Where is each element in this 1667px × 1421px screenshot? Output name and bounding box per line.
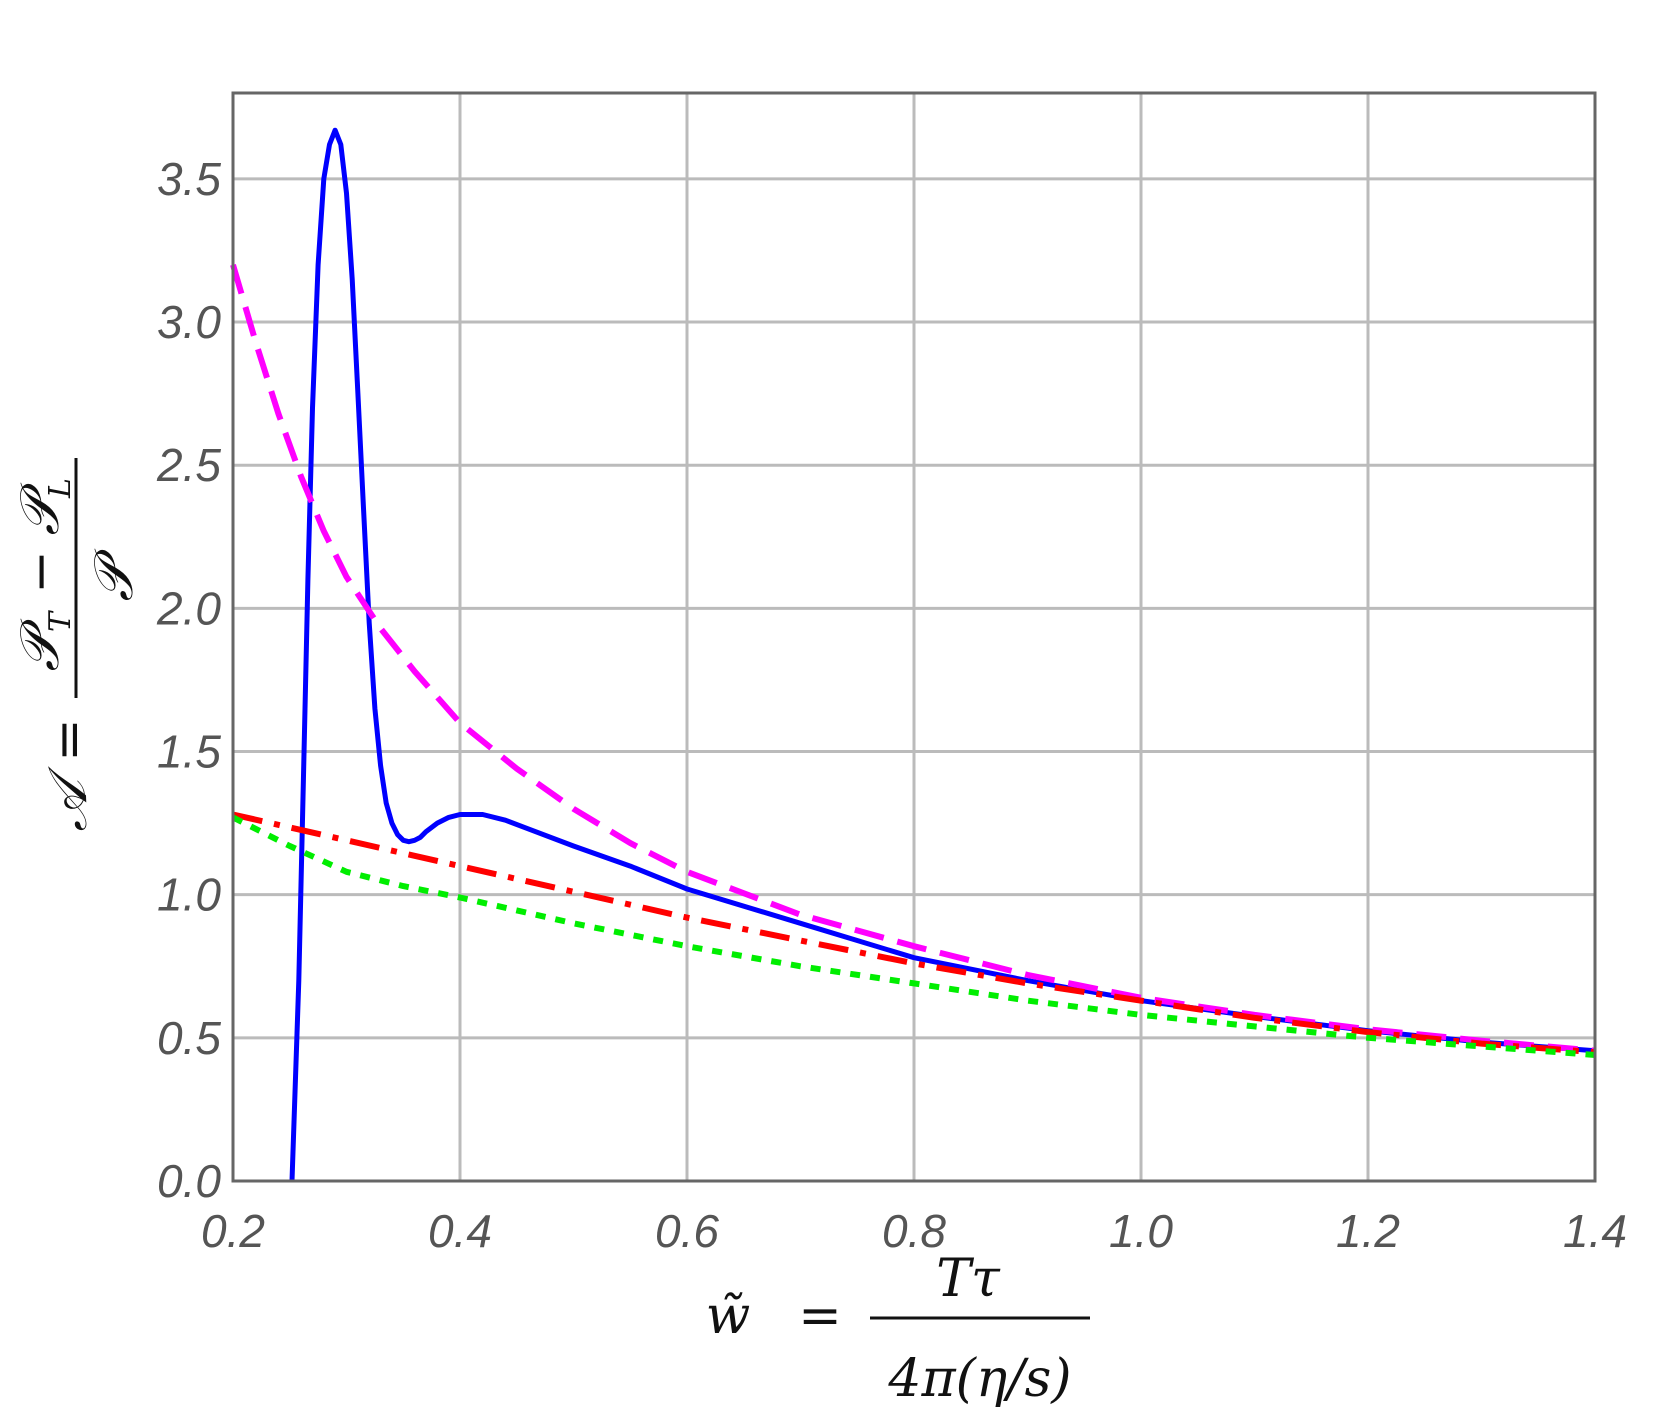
series-line-1 <box>289 127 1596 1182</box>
y-tick-label: 0.0 <box>157 1155 221 1207</box>
x-axis-label: w̃ = Tτ 4π(η/s) <box>706 1249 1090 1409</box>
y-tick-label: 2.5 <box>156 439 221 491</box>
series-lines <box>230 127 1596 1182</box>
y-label-numerator-b-sub: L <box>43 478 78 499</box>
x-tick-label: 0.4 <box>428 1205 492 1257</box>
y-label-numerator-a-sub: T <box>43 610 78 632</box>
series-line-4 <box>231 814 1596 1058</box>
x-tick-label: 1.4 <box>1563 1205 1627 1257</box>
series-line-3 <box>232 811 1596 1056</box>
y-tick-label: 3.5 <box>157 153 221 205</box>
x-label-denominator: 4π(η/s) <box>887 1349 1071 1409</box>
y-tick-label: 0.5 <box>157 1012 221 1064</box>
x-tick-label: 1.0 <box>1109 1205 1173 1257</box>
y-tick-label: 1.5 <box>157 726 221 778</box>
x-tick-label: 0.6 <box>655 1205 719 1257</box>
plot-frame <box>231 91 1597 1183</box>
y-tick-label: 1.0 <box>157 869 221 921</box>
x-label-eq: = <box>798 1286 842 1346</box>
x-label-numerator: Tτ <box>936 1249 1001 1309</box>
tick-labels: 0.2 0.4 0.6 0.8 1.0 1.2 1.4 0.0 0.5 1.0 1.5 2.0 2.5 3… <box>156 153 1627 1257</box>
x-tick-label: 0.2 <box>201 1205 265 1257</box>
y-tick-label: 3.0 <box>157 296 221 348</box>
x-tick-label: 0.8 <box>882 1205 946 1257</box>
y-label-minus: − <box>11 550 71 594</box>
grid <box>233 93 1595 1181</box>
x-label-lhs: w̃ <box>706 1286 751 1346</box>
y-tick-label: 2.0 <box>156 582 221 634</box>
y-label-eq: = <box>39 718 99 762</box>
x-tick-label: 1.2 <box>1336 1205 1400 1257</box>
